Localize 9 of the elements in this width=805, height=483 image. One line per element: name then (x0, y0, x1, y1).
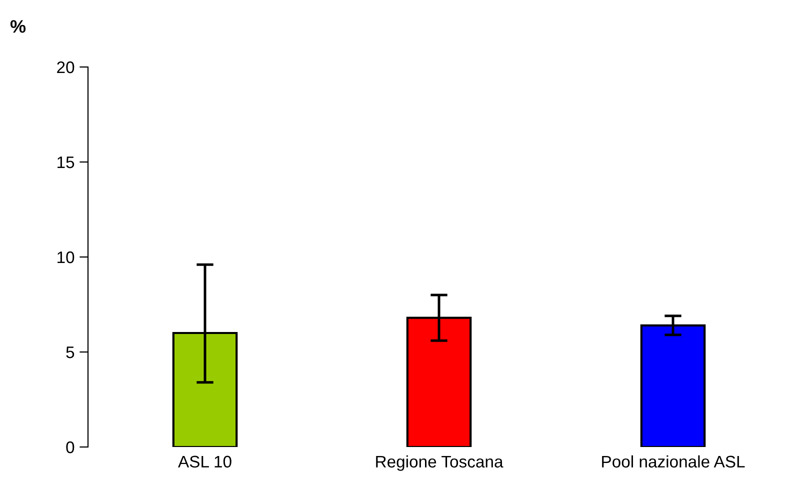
y-tick-label: 15 (58, 156, 74, 168)
y-tick-label: 10 (58, 251, 74, 264)
x-tick-label: Pool nazionale ASL (602, 455, 745, 468)
x-tick-label: Regione Toscana (376, 455, 504, 471)
y-axis-title: % (10, 20, 26, 33)
y-tick-label: 5 (66, 346, 74, 358)
y-tick-label: 0 (66, 441, 74, 454)
x-tick-label: ASL 10 (178, 456, 232, 468)
y-tick-label: 20 (57, 61, 74, 74)
